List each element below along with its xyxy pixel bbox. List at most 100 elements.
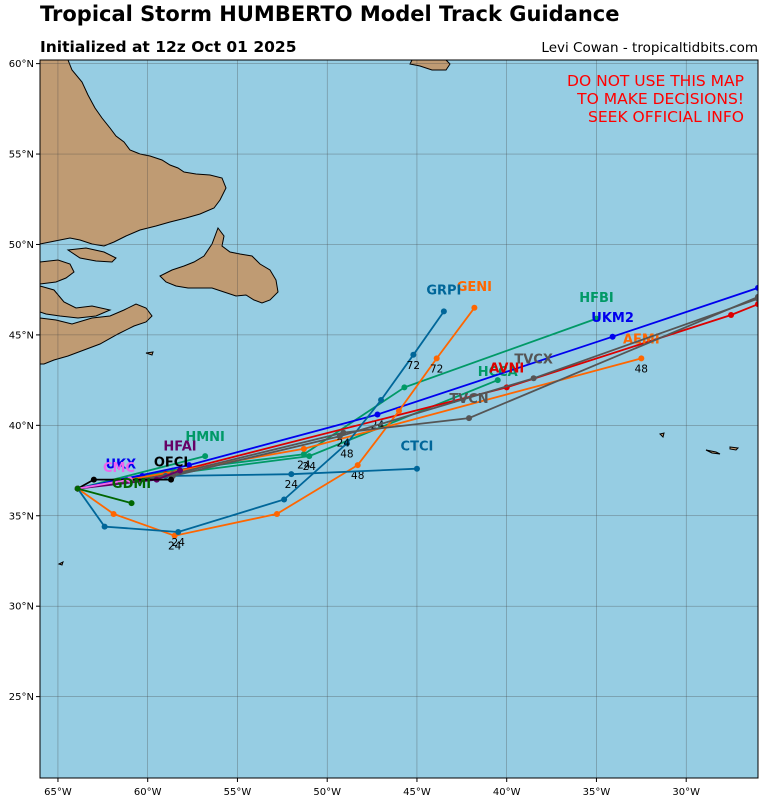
track-point [433, 355, 440, 362]
track-point [110, 510, 117, 517]
lon-tick-label: 60°W [134, 787, 162, 798]
bermuda [57, 561, 64, 566]
track-point [374, 411, 381, 418]
track-point [354, 462, 361, 469]
track-point [593, 315, 600, 322]
track-name-label: GDMI [112, 477, 151, 492]
track-point [128, 500, 135, 507]
track-line [77, 487, 132, 504]
warning-line-2: TO MAKE DECISIONS! [576, 90, 744, 108]
track-name-label: HCCA [478, 365, 518, 380]
track-point [410, 351, 417, 358]
anticosti [66, 247, 117, 263]
lat-tick-label: 60°N [9, 59, 34, 70]
forecast-hour-label: 24 [303, 461, 317, 473]
track-point [466, 415, 473, 422]
track-point [90, 476, 97, 483]
gaspe [40, 259, 75, 285]
track-point [281, 496, 288, 503]
azores-3 [659, 432, 665, 438]
lat-tick-label: 30°N [9, 602, 34, 613]
track-point [755, 284, 758, 291]
track-point [343, 440, 350, 447]
lon-tick-label: 45°W [403, 787, 431, 798]
track-point [378, 397, 385, 404]
track-name-label: CMC [103, 461, 135, 476]
lat-tick-label: 45°N [9, 330, 34, 341]
forecast-hour-label: 24 [297, 459, 311, 471]
track-line [76, 310, 445, 533]
track-point [101, 523, 108, 530]
init-time: Initialized at 12z Oct 01 2025 [40, 38, 297, 56]
track-point [288, 471, 295, 478]
land-masses [40, 60, 740, 566]
track-point [177, 467, 184, 474]
track-point [728, 312, 735, 319]
warning-line-1: DO NOT USE THIS MAP [567, 72, 744, 90]
track-point [755, 295, 758, 302]
forecast-hour-label: 24 [168, 541, 182, 553]
track-point [300, 445, 307, 452]
track-point [185, 462, 192, 469]
warning-line-3: SEEK OFFICIAL INFO [588, 108, 744, 126]
lon-tick-label: 65°W [44, 787, 72, 798]
track-line [77, 455, 206, 490]
track-point [74, 485, 81, 492]
nova-scotia [40, 303, 153, 365]
track-name-label: AVNI [489, 361, 524, 376]
track-name-label: CTCI [401, 439, 434, 454]
forecast-hour-label: 24 [337, 438, 351, 450]
track-name-label: HFAI [163, 439, 196, 454]
gridlines [40, 60, 758, 778]
lat-tick-label: 40°N [9, 421, 34, 432]
map-title: Tropical Storm HUMBERTO Model Track Guid… [40, 2, 620, 26]
track-point [755, 301, 758, 308]
track-name-label: GRPI [426, 284, 461, 299]
track-point [413, 465, 420, 472]
axis-ticks: 65°W 60°W 55°W 50°W 45°W 40°W 35°W 30°W 25°N 30°N… [9, 59, 700, 798]
track-point [306, 453, 313, 460]
forecast-hour-label: 72 [430, 363, 443, 375]
track-point [471, 304, 478, 311]
track-point [396, 407, 402, 414]
forecast-hour-label: 48 [635, 363, 648, 375]
azores-1 [705, 449, 721, 455]
map-frame [39, 59, 759, 779]
track-point [202, 453, 209, 460]
forecast-hour-label: 24 [285, 479, 299, 491]
track-point [126, 476, 133, 483]
track-name-label: TVCN [449, 392, 488, 407]
track-gdmi: GDMI [74, 477, 151, 507]
lat-tick-label: 55°N [9, 150, 34, 161]
greenland-tip [409, 60, 451, 71]
track-point [175, 529, 182, 536]
forecast-hour-label: 72 [407, 360, 420, 372]
lon-tick-label: 50°W [313, 787, 341, 798]
newfoundland [159, 226, 279, 304]
track-name-label: UKM2 [591, 311, 634, 326]
azores-2 [729, 446, 740, 451]
track-name-label: HMNI [185, 430, 225, 445]
track-point [530, 375, 537, 382]
track-hmni: HMNI [74, 430, 225, 492]
track-point [440, 308, 447, 315]
track-point [273, 510, 280, 517]
track-name-label: HFBI [579, 291, 614, 306]
track-point [609, 333, 616, 340]
lat-tick-label: 50°N [9, 240, 34, 251]
track-point [494, 377, 501, 384]
forecast-hour-label: 48 [340, 448, 353, 460]
track-name-label: UKX [105, 457, 136, 472]
lat-tick-label: 25°N [9, 692, 34, 703]
new-brunswick [40, 285, 112, 319]
credit-text: Levi Cowan - tropicaltidbits.com [541, 40, 758, 56]
track-point [168, 476, 175, 483]
forecast-hour-label: 48 [351, 470, 364, 482]
track-name-label: TVCX [514, 352, 553, 367]
lat-tick-label: 35°N [9, 511, 34, 522]
track-name-label: GENI [457, 280, 492, 295]
track-line [77, 307, 476, 537]
track-name-label: OFCI [154, 456, 188, 471]
